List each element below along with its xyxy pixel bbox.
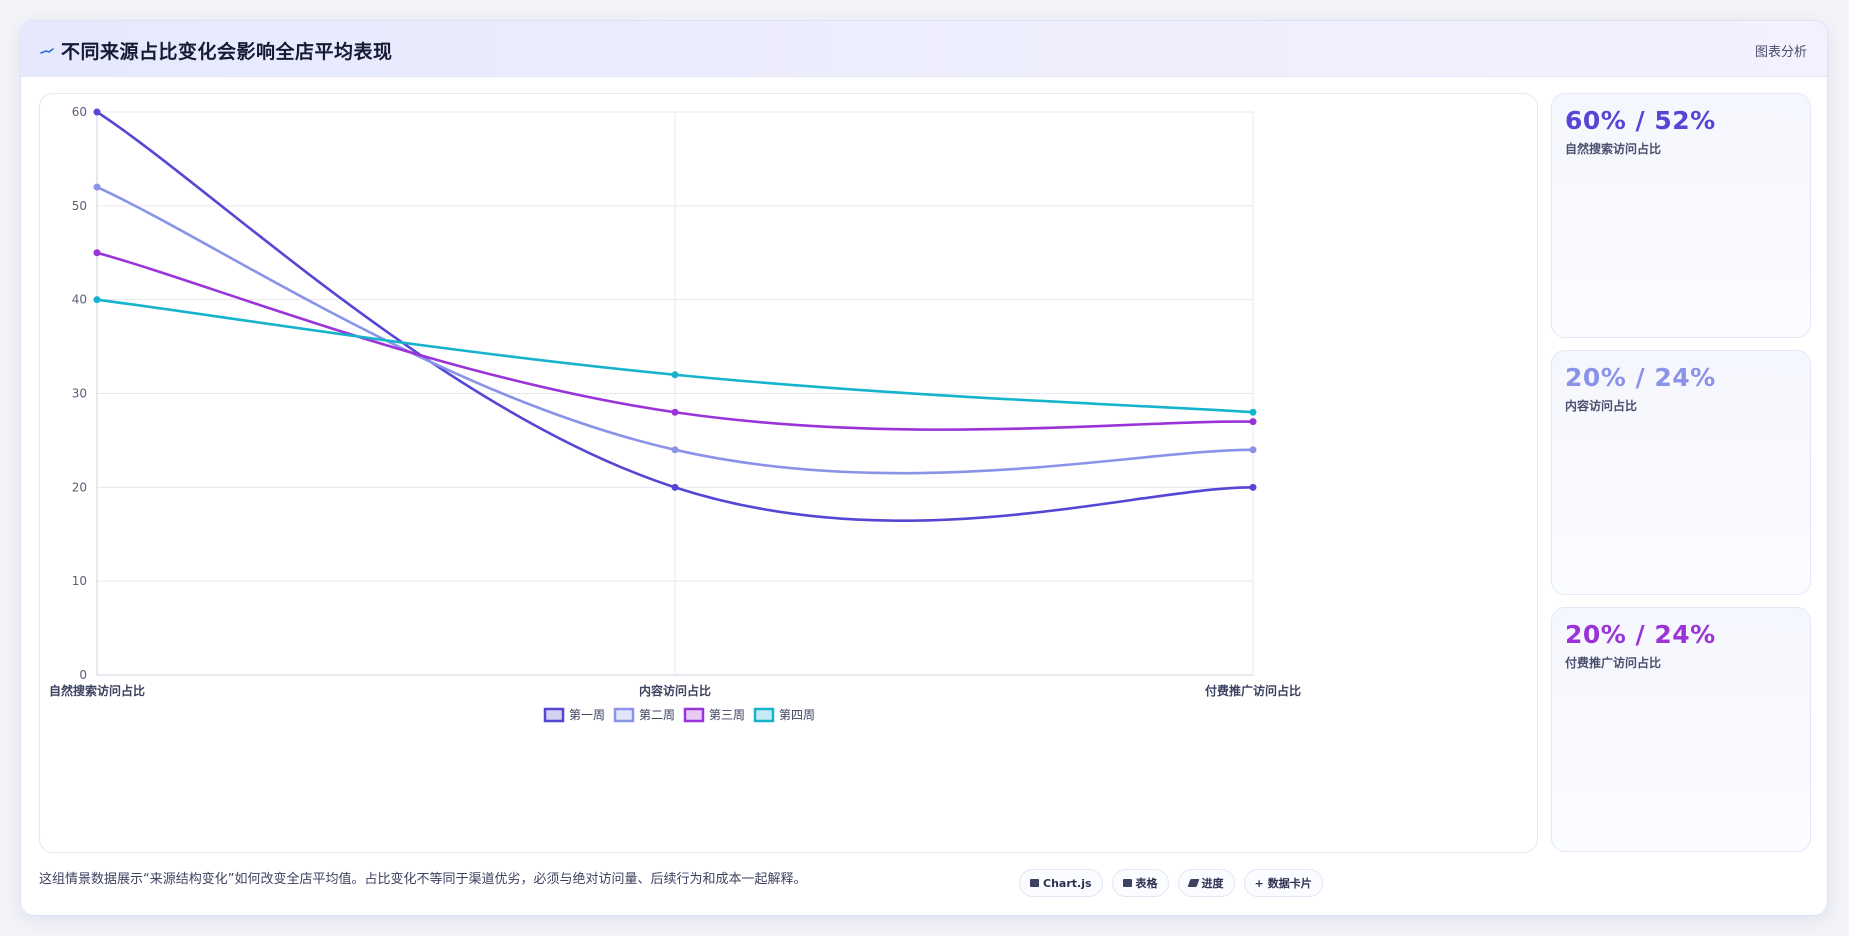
stat-label: 自然搜索访问占比 xyxy=(1565,142,1662,156)
chart-panel: 0 10 20 30 40 50 60 自然搜索访问占比 内容访问占比 付费推广访问占比第一周 第二… xyxy=(39,93,1538,853)
data-point xyxy=(93,249,101,257)
data-point xyxy=(93,296,101,304)
pill-label: 进度 xyxy=(1201,877,1224,890)
data-point xyxy=(671,371,679,379)
stat-card-paid: 20% / 24% 付费推广访问占比 xyxy=(1551,607,1811,852)
y-tick-label: 0 xyxy=(79,668,87,682)
stat-value: 60% / 52% xyxy=(1565,106,1716,135)
page-title: 不同来源占比变化会影响全店平均表现 xyxy=(61,41,393,63)
pill-progress[interactable]: 进度 xyxy=(1177,869,1235,897)
data-point xyxy=(671,446,679,454)
data-point xyxy=(1249,483,1257,491)
pill-label: 表格 xyxy=(1135,877,1158,890)
chart-card: 不同来源占比变化会影响全店平均表现 图表分析 0 10 20 30 40 50 60 自然搜索… xyxy=(20,20,1828,916)
legend-swatch xyxy=(543,707,565,723)
legend-label: 第二周 xyxy=(639,708,675,722)
chart-line-icon xyxy=(39,43,55,59)
legend-swatch xyxy=(683,707,705,723)
data-point xyxy=(671,483,679,491)
legend-label: 第四周 xyxy=(779,708,815,722)
footer-note: 这组情景数据展示“来源结构变化”如何改变全店平均值。占比变化不等同于渠道优劣，必… xyxy=(39,872,807,887)
legend-swatch xyxy=(753,707,775,723)
y-tick-label: 60 xyxy=(72,105,87,119)
pill-label: Chart.js xyxy=(1043,876,1092,890)
card-icon: + xyxy=(1254,876,1264,890)
x-tick-label: 自然搜索访问占比 xyxy=(49,683,145,698)
data-point xyxy=(671,408,679,416)
pill-table[interactable]: 表格 xyxy=(1111,869,1169,897)
data-point xyxy=(1249,418,1257,426)
legend-label: 第一周 xyxy=(569,708,605,722)
chart-icon xyxy=(1030,879,1039,887)
stat-card-search: 60% / 52% 自然搜索访问占比 xyxy=(1551,93,1811,338)
y-tick-label: 50 xyxy=(72,199,87,213)
legend-label: 第三周 xyxy=(709,708,745,722)
stat-card-content: 20% / 24% 内容访问占比 xyxy=(1551,350,1811,595)
table-icon xyxy=(1122,879,1132,887)
chart-analysis-tag: 图表分析 xyxy=(1754,45,1807,60)
pill-data-card[interactable]: + 数据卡片 xyxy=(1243,869,1323,897)
data-point xyxy=(1249,408,1257,416)
stat-value: 20% / 24% xyxy=(1565,363,1716,392)
y-tick-label: 30 xyxy=(72,387,87,401)
stat-value: 20% / 24% xyxy=(1565,620,1716,649)
pill-chartjs[interactable]: Chart.js xyxy=(1019,869,1103,897)
data-point xyxy=(93,108,101,116)
data-point xyxy=(93,183,101,191)
pill-label: 数据卡片 xyxy=(1267,877,1312,890)
legend-swatch xyxy=(613,707,635,723)
y-tick-label: 20 xyxy=(72,480,87,494)
x-tick-label: 内容访问占比 xyxy=(639,683,711,698)
data-point xyxy=(1249,446,1257,454)
stat-label: 内容访问占比 xyxy=(1565,399,1638,413)
view-pills: Chart.js 表格 进度 + 数据卡片 xyxy=(1019,869,1323,897)
stat-label: 付费推广访问占比 xyxy=(1565,656,1662,670)
x-tick-label: 付费推广访问占比 xyxy=(1205,683,1301,698)
progress-icon xyxy=(1187,879,1199,887)
y-tick-label: 40 xyxy=(72,293,87,307)
y-tick-label: 10 xyxy=(72,574,87,588)
card-header: 不同来源占比变化会影响全店平均表现 图表分析 xyxy=(21,21,1827,77)
